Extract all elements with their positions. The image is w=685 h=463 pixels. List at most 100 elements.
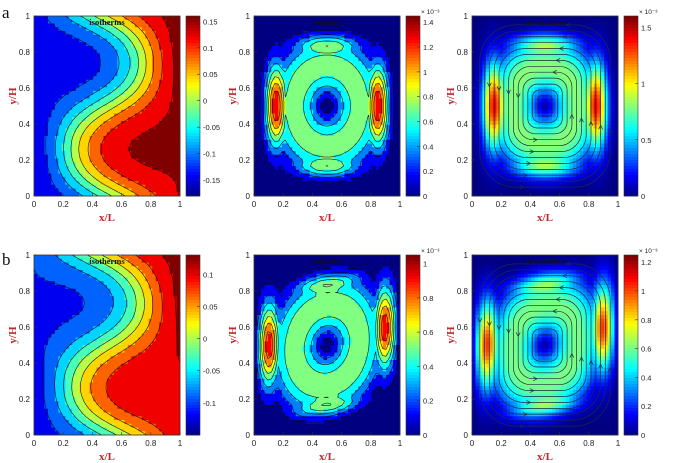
heatmap-cell <box>138 192 143 197</box>
heatmap-cell <box>292 53 297 58</box>
heatmap-cell <box>372 94 377 99</box>
heatmap-cell <box>393 106 397 111</box>
heatmap-cell <box>176 143 181 148</box>
heatmap-cell <box>389 106 394 111</box>
heatmap-cell <box>489 79 494 84</box>
heatmap-cell <box>107 102 111 107</box>
heatmap-cell <box>260 87 265 92</box>
heatmap-cell <box>354 166 359 171</box>
heatmap-cell <box>541 46 546 51</box>
heatmap-cell <box>538 64 542 69</box>
heatmap-cell <box>299 19 304 24</box>
heatmap-cell <box>499 76 504 81</box>
heatmap-cell <box>58 46 63 51</box>
heatmap-cell <box>86 124 90 129</box>
heatmap-cell <box>260 53 265 58</box>
heatmap-cell <box>155 19 160 24</box>
heatmap-cell <box>127 46 132 51</box>
heatmap-cell <box>86 113 90 118</box>
heatmap-cell <box>159 192 163 197</box>
heatmap-cell <box>278 162 283 167</box>
heatmap-cell <box>292 19 297 24</box>
heatmap-cell <box>614 34 619 39</box>
heatmap-cell <box>145 128 150 133</box>
heatmap-cell <box>597 38 601 43</box>
heatmap-cell <box>382 46 387 51</box>
heatmap-cell <box>327 23 331 28</box>
heatmap-cell <box>166 57 170 62</box>
heatmap-cell <box>316 94 321 99</box>
heatmap-cell <box>267 23 272 28</box>
heatmap-cell <box>295 38 300 43</box>
heatmap-cell <box>382 72 387 77</box>
heatmap-cell <box>541 72 546 77</box>
heatmap-cell <box>145 139 150 144</box>
heatmap-cell <box>579 19 584 24</box>
heatmap-cell <box>37 49 42 54</box>
heatmap-cell <box>100 139 104 144</box>
heatmap-cell <box>82 151 87 156</box>
heatmap-cell <box>354 79 359 84</box>
heatmap-cell <box>320 124 324 129</box>
heatmap-cell <box>520 42 525 47</box>
heatmap-cell <box>545 68 549 73</box>
heatmap-cell <box>103 166 108 171</box>
heatmap-cell <box>93 83 97 88</box>
colorbar-tick-label: 1 <box>423 68 427 77</box>
heatmap-cell <box>141 19 146 24</box>
heatmap-cell <box>309 49 314 54</box>
heatmap-cell <box>93 68 97 73</box>
heatmap-cell <box>393 121 397 126</box>
heatmap-cell <box>482 42 487 47</box>
heatmap-cell <box>79 27 84 32</box>
heatmap-cell <box>124 53 129 58</box>
heatmap-cell <box>117 181 122 186</box>
heatmap-cell <box>152 83 157 88</box>
heatmap-cell <box>124 177 129 182</box>
heatmap-cell <box>82 124 87 129</box>
heatmap-cell <box>61 79 66 84</box>
y-tick-label: 0.6 <box>19 84 31 93</box>
heatmap-cell <box>124 57 129 62</box>
heatmap-cell <box>254 98 258 103</box>
heatmap-cell <box>344 23 349 28</box>
heatmap-cell <box>379 177 383 182</box>
heatmap-cell <box>393 27 397 32</box>
heatmap-cell <box>127 143 132 148</box>
heatmap-cell <box>173 79 177 84</box>
heatmap-cell <box>365 166 370 171</box>
heatmap-cell <box>117 38 122 43</box>
heatmap-cell <box>337 177 342 182</box>
heatmap-cell <box>89 42 94 47</box>
heatmap-cell <box>538 68 542 73</box>
heatmap-cell <box>37 184 42 189</box>
heatmap-cell <box>295 121 300 126</box>
heatmap-cell <box>379 151 383 156</box>
heatmap-cell <box>264 158 269 163</box>
colorbar-segment <box>406 61 420 65</box>
heatmap-cell <box>358 83 363 88</box>
heatmap-cell <box>478 23 483 28</box>
heatmap-cell <box>155 162 160 167</box>
colorbar-segment <box>406 178 420 182</box>
heatmap-cell <box>51 154 56 159</box>
heatmap-cell <box>323 102 328 107</box>
heatmap-cell <box>579 16 584 21</box>
heatmap-cell <box>292 23 297 28</box>
heatmap-cell <box>113 42 118 47</box>
heatmap-cell <box>506 64 511 69</box>
heatmap-cell <box>386 64 390 69</box>
heatmap-cell <box>113 27 118 32</box>
heatmap-cell <box>75 166 80 171</box>
heatmap-cell <box>389 98 394 103</box>
heatmap-cell <box>159 151 163 156</box>
heatmap-cell <box>323 27 328 32</box>
heatmap-cell <box>382 173 387 178</box>
heatmap-cell <box>393 192 397 197</box>
heatmap-cell <box>309 72 314 77</box>
heatmap-cell <box>155 188 160 193</box>
heatmap-cell <box>72 91 77 96</box>
heatmap-cell <box>517 23 522 28</box>
heatmap-cell <box>365 173 370 178</box>
